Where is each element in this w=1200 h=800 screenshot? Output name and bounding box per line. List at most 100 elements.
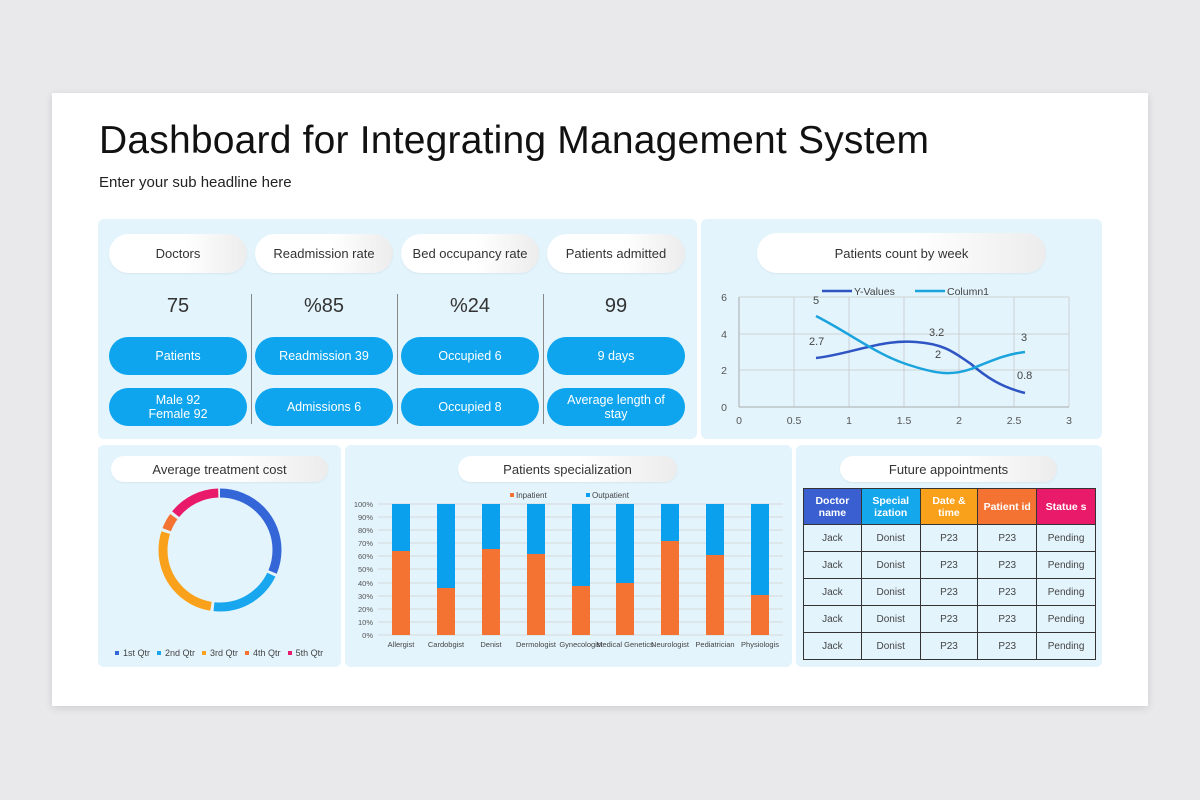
kpi-value-bed-occupancy: %24 [449,295,491,317]
gender-pill[interactable]: Male 92 Female 92 [109,388,247,426]
svg-text:6: 6 [721,292,727,304]
kpi-panel: Doctors Readmission rate Bed occupancy r… [98,219,697,439]
page-title: Dashboard for Integrating Management Sys… [99,119,930,162]
cell-doctor: Jack [803,524,862,552]
table-row[interactable]: Jack Donist P23 P23 Pending [803,578,1096,606]
table-row[interactable]: Jack Donist P23 P23 Pending [803,632,1096,660]
donut-chart-panel: Average treatment cost 1st Qtr 2nd Qtr 3rd… [98,445,341,667]
col-specialization[interactable]: Special ization [860,488,921,525]
svg-text:4: 4 [721,329,727,341]
cell-specialization: Donist [860,605,921,633]
bar-legend: Inpatient Outpatient [510,491,630,500]
svg-text:0%: 0% [362,631,373,640]
cell-date-time: P23 [919,524,979,552]
svg-text:3: 3 [1066,415,1072,427]
cell-date-time: P23 [919,632,979,660]
svg-text:Medical Genetics: Medical Genetics [596,640,654,649]
x-axis-labels: Allergist Cardobgist Denist Dermologist … [388,640,780,649]
svg-text:30%: 30% [358,592,373,601]
legend-5th-qtr: 5th Qtr [287,648,323,658]
admissions-pill[interactable]: Admissions 6 [255,388,393,426]
donut-chart-title: Average treatment cost [111,456,328,482]
table-row[interactable]: Jack Donist P23 P23 Pending [803,524,1096,552]
y-axis-ticks: 0 2 4 6 [721,292,727,414]
cell-patient-id: P23 [977,524,1038,552]
svg-text:Cardobgist: Cardobgist [428,640,465,649]
bars [392,504,769,635]
kpi-value-doctors: 75 [166,295,190,317]
svg-text:40%: 40% [358,579,373,588]
svg-text:2.5: 2.5 [1007,415,1022,427]
svg-text:Allergist: Allergist [388,640,416,649]
bar-chart-title: Patients specialization [458,456,677,482]
slice-3rd-qtr [158,488,282,612]
kpi-value-readmission: %85 [303,295,345,317]
svg-text:Dermologist: Dermologist [516,640,557,649]
svg-text:50%: 50% [358,565,373,574]
divider [397,294,398,424]
cell-specialization: Donist [860,632,921,660]
svg-text:Denist: Denist [480,640,502,649]
svg-text:Gynecologist: Gynecologist [559,640,603,649]
svg-text:70%: 70% [358,539,373,548]
y-axis-ticks: 0% 10% 20% 30% 40% 50% 60% 70% 80% 90% 1… [354,500,374,640]
readmission-pill[interactable]: Readmission 39 [255,337,393,375]
kpi-label-doctors: Doctors [109,234,247,273]
occupied-pill[interactable]: Occupied 6 [401,337,539,375]
svg-text:5: 5 [813,295,819,307]
col-status[interactable]: Statue s [1036,488,1096,525]
svg-text:1.5: 1.5 [897,415,912,427]
table-row[interactable]: Jack Donist P23 P23 Pending [803,551,1096,579]
svg-text:1: 1 [846,415,852,427]
slice-2nd-qtr [158,488,282,612]
cell-patient-id: P23 [977,551,1038,579]
legend-4th-qtr: 4th Qtr [245,648,281,658]
legend-3rd-qtr: 3rd Qtr [202,648,238,658]
cell-doctor: Jack [803,578,862,606]
cell-date-time: P23 [919,605,979,633]
cell-specialization: Donist [860,578,921,606]
days-pill[interactable]: 9 days [547,337,685,375]
occupied-pill-2[interactable]: Occupied 8 [401,388,539,426]
cell-patient-id: P23 [977,632,1038,660]
donut-legend: 1st Qtr 2nd Qtr 3rd Qtr 4th Qtr 5th Qtr [115,642,330,660]
svg-text:0.8: 0.8 [1017,370,1032,382]
cell-patient-id: P23 [977,605,1038,633]
svg-text:90%: 90% [358,513,373,522]
cell-status: Pending [1036,524,1096,552]
svg-text:10%: 10% [358,618,373,627]
series-column1 [815,314,1026,375]
legend-column1: Column1 [947,286,989,298]
line-chart: Y-Values Column1 0 2 4 [721,286,1072,427]
x-axis-ticks: 0 0.5 1 1.5 2 2.5 3 [736,415,1072,427]
col-date-time[interactable]: Date & time [919,488,979,525]
legend-y-values: Y-Values [854,286,895,298]
line-chart-title: Patients count by week [757,233,1046,273]
kpi-label-readmission: Readmission rate [255,234,393,273]
kpi-label-patients-admitted: Patients admitted [547,234,685,273]
table-row[interactable]: Jack Donist P23 P23 Pending [803,605,1096,633]
svg-text:2: 2 [956,415,962,427]
cell-date-time: P23 [919,578,979,606]
cell-doctor: Jack [803,632,862,660]
stacked-bar-chart: Inpatient Outpatient 0% 10% 20% 30% 40% … [354,491,783,649]
svg-text:0.5: 0.5 [787,415,802,427]
svg-text:80%: 80% [358,526,373,535]
col-doctor-name[interactable]: Doctor name [803,488,862,525]
bar-chart-panel: Patients specialization Inpatient Outpat… [345,445,792,667]
svg-text:Physiologis: Physiologis [741,640,779,649]
patients-pill[interactable]: Patients [109,337,247,375]
appointments-table: Doctor name Special ization Date & time … [803,488,1096,660]
page-subtitle: Enter your sub headline here [99,174,292,191]
svg-text:20%: 20% [358,605,373,614]
avg-stay-pill[interactable]: Average length of stay [547,388,685,426]
svg-text:100%: 100% [354,500,374,509]
legend-1st-qtr: 1st Qtr [115,648,150,658]
appointments-title: Future appointments [840,456,1057,482]
svg-text:Neurologist: Neurologist [651,640,690,649]
svg-text:2.7: 2.7 [809,336,824,348]
cell-specialization: Donist [860,551,921,579]
col-patient-id[interactable]: Patient id [977,488,1038,525]
cell-patient-id: P23 [977,578,1038,606]
svg-text:2: 2 [935,349,941,361]
